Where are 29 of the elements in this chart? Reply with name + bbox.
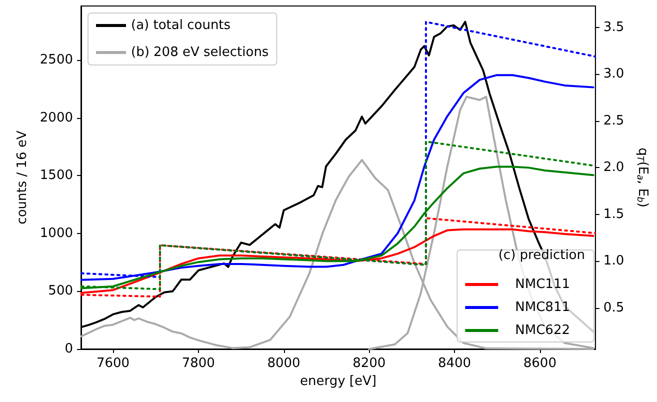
y2-tick-label: 1.5 [603,206,624,222]
legend-label: (a) total counts [131,18,231,33]
x-tick-label: 8600 [523,356,556,371]
legend-label: NMC622 [515,323,570,338]
x-tick-label: 7600 [96,356,130,371]
y2-tick-label: 2.5 [603,113,624,128]
y2-tick-label: 1.0 [603,254,624,269]
legend-label: NMC111 [515,277,570,292]
legend-label: (b) 208 eV selections [131,45,269,60]
x-tick-label: 8200 [352,356,386,371]
y-tick-label: 500 [48,284,73,299]
y2-axis-title: qT(Ea, Eb) [634,148,650,208]
y2-tick-label: 0.5 [603,300,624,316]
x-tick-label: 8000 [267,356,300,371]
x-tick-label: 7800 [182,356,215,371]
y2-tick-label: 3.0 [603,66,624,82]
line-series [80,20,596,278]
y-tick-label: 1000 [40,226,73,241]
y-axis-title: counts / 16 eV [15,130,30,224]
y-tick-label: 2000 [40,110,73,126]
y-tick-label: 0 [64,342,73,356]
legend-title: (c) prediction [498,248,586,263]
y-tick-label: 1500 [40,168,73,184]
y2-tick-label: 2.0 [603,160,624,176]
x-axis-title: energy [eV] [300,374,376,389]
x-tick-label: 8400 [438,356,472,371]
y2-tick-label: 3.5 [603,20,624,35]
y-tick-label: 2500 [40,52,73,68]
legend-label: NMC811 [515,300,570,315]
